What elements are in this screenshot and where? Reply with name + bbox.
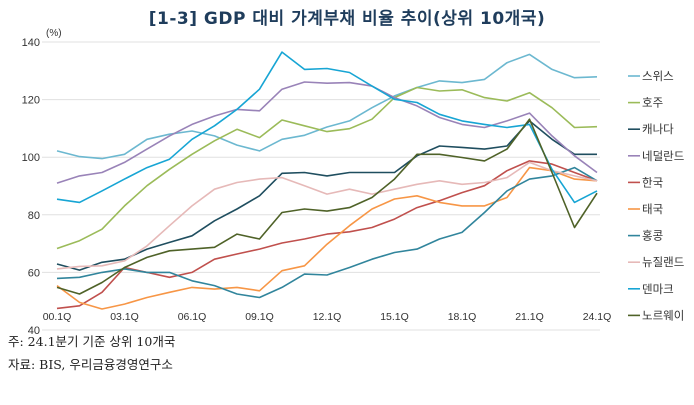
series-line-2 — [56, 86, 598, 250]
y-tick-label: 60 — [28, 267, 40, 279]
chart-title: [1-3] GDP 대비 가계부채 비율 추이(상위 10개국) — [148, 9, 546, 29]
x-tick-label: 09.1Q — [245, 311, 274, 323]
legend-label: 노르웨이 — [642, 308, 684, 322]
legend-label: 한국 — [642, 175, 663, 189]
y-axis-unit: (%) — [46, 28, 62, 39]
legend-label: 뉴질랜드 — [642, 255, 684, 269]
x-tick-label: 00.1Q — [43, 311, 72, 323]
series-line-3 — [56, 120, 597, 271]
y-tick-label: 140 — [22, 37, 40, 49]
series-line-4 — [56, 81, 598, 184]
legend-label: 캐나다 — [642, 122, 674, 136]
x-tick-label: 21.1Q — [515, 311, 544, 323]
series-line-7 — [56, 166, 598, 299]
series-line-5 — [56, 160, 598, 310]
legend-label: 덴마크 — [642, 282, 674, 296]
y-tick-label: 100 — [22, 152, 40, 164]
x-tick-label: 06.1Q — [178, 311, 207, 323]
series-line-9 — [56, 51, 598, 204]
legend-label: 호주 — [642, 96, 663, 110]
y-tick-label: 80 — [28, 210, 40, 222]
series-line-1 — [56, 53, 598, 160]
series-line-6 — [56, 166, 598, 310]
legend-label: 네덜란드 — [642, 149, 684, 163]
x-tick-label: 12.1Q — [313, 311, 342, 323]
series-line-8 — [56, 161, 598, 270]
legend-label: 홍콩 — [642, 229, 663, 243]
series-line-10 — [56, 118, 598, 295]
x-tick-label: 18.1Q — [448, 311, 477, 323]
legend-label: 스위스 — [642, 69, 674, 83]
chart-source: 자료: BIS, 우리금융경영연구소 — [8, 357, 173, 372]
chart-note: 주: 24.1분기 기준 상위 10개국 — [8, 334, 176, 349]
x-tick-label: 15.1Q — [380, 311, 409, 323]
x-tick-label: 03.1Q — [110, 311, 139, 323]
y-tick-label: 120 — [22, 95, 40, 107]
x-tick-label: 24.1Q — [583, 311, 612, 323]
legend-label: 태국 — [642, 202, 663, 216]
y-tick-label: 40 — [28, 325, 40, 337]
